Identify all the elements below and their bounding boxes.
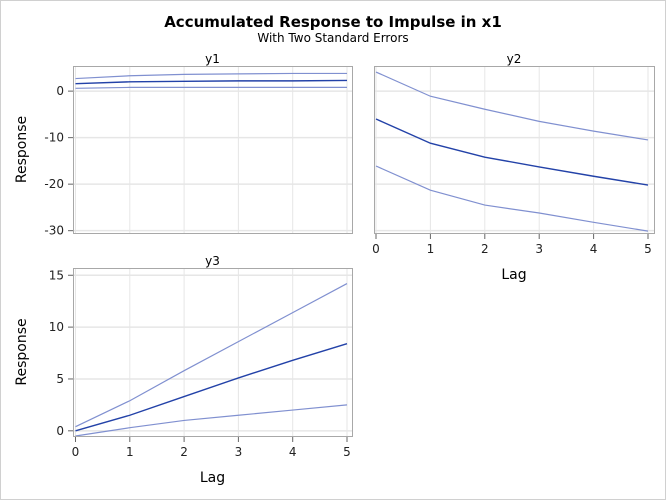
x-tick-label: 1 — [126, 445, 134, 459]
x-tick-label: 4 — [289, 445, 297, 459]
panel-y2: y2 0 1 2 3 4 5 Lag — [372, 52, 655, 283]
series-line-lower — [375, 165, 649, 232]
x-tick-label: 2 — [481, 242, 489, 256]
panel-title: y2 — [507, 52, 522, 66]
y-tick-label: 15 — [49, 268, 64, 282]
x-tick-label: 1 — [427, 242, 435, 256]
panel-y1: y1 0 -10 -20 -30 Response — [14, 52, 353, 238]
series-line-upper — [375, 71, 649, 141]
y-axis-label: Response — [14, 318, 30, 385]
x-tick-label: 0 — [72, 445, 80, 459]
series-line-response — [75, 79, 348, 85]
y-tick-label: 0 — [56, 424, 64, 438]
chart-title: Accumulated Response to Impulse in x1 — [164, 13, 502, 31]
plot-frame — [73, 268, 353, 437]
x-axis-label: Lag — [200, 470, 225, 486]
panel-title: y1 — [205, 52, 220, 66]
y-tick-label: -10 — [44, 131, 64, 145]
x-axis-label: Lag — [501, 267, 526, 283]
series-line-lower — [75, 86, 347, 89]
x-tick-label: 3 — [235, 445, 243, 459]
y-tick-label: 10 — [49, 320, 64, 334]
series-line-response — [375, 118, 649, 186]
y-tick-label: -20 — [44, 177, 64, 191]
series-line-lower — [75, 404, 348, 437]
panel-y3: y3 15 10 5 00 1 2 3 4 5 Lag Response — [14, 254, 353, 486]
x-tick-label: 5 — [343, 445, 351, 459]
y-tick-label: 0 — [56, 84, 64, 98]
series-line-response — [75, 343, 348, 432]
series-line-upper — [75, 283, 348, 428]
series-line-upper — [75, 72, 347, 80]
plot-frame — [374, 66, 655, 234]
y-axis-label: Response — [14, 116, 30, 183]
chart-subtitle: With Two Standard Errors — [257, 31, 408, 45]
plot-frame — [73, 66, 353, 234]
y-tick-label: -30 — [44, 224, 64, 238]
panel-title: y3 — [205, 254, 220, 268]
x-tick-label: 3 — [535, 242, 543, 256]
x-tick-label: 0 — [372, 242, 380, 256]
x-tick-label: 4 — [590, 242, 598, 256]
x-tick-label: 5 — [644, 242, 652, 256]
y-tick-label: 5 — [56, 372, 64, 386]
x-tick-label: 2 — [180, 445, 188, 459]
